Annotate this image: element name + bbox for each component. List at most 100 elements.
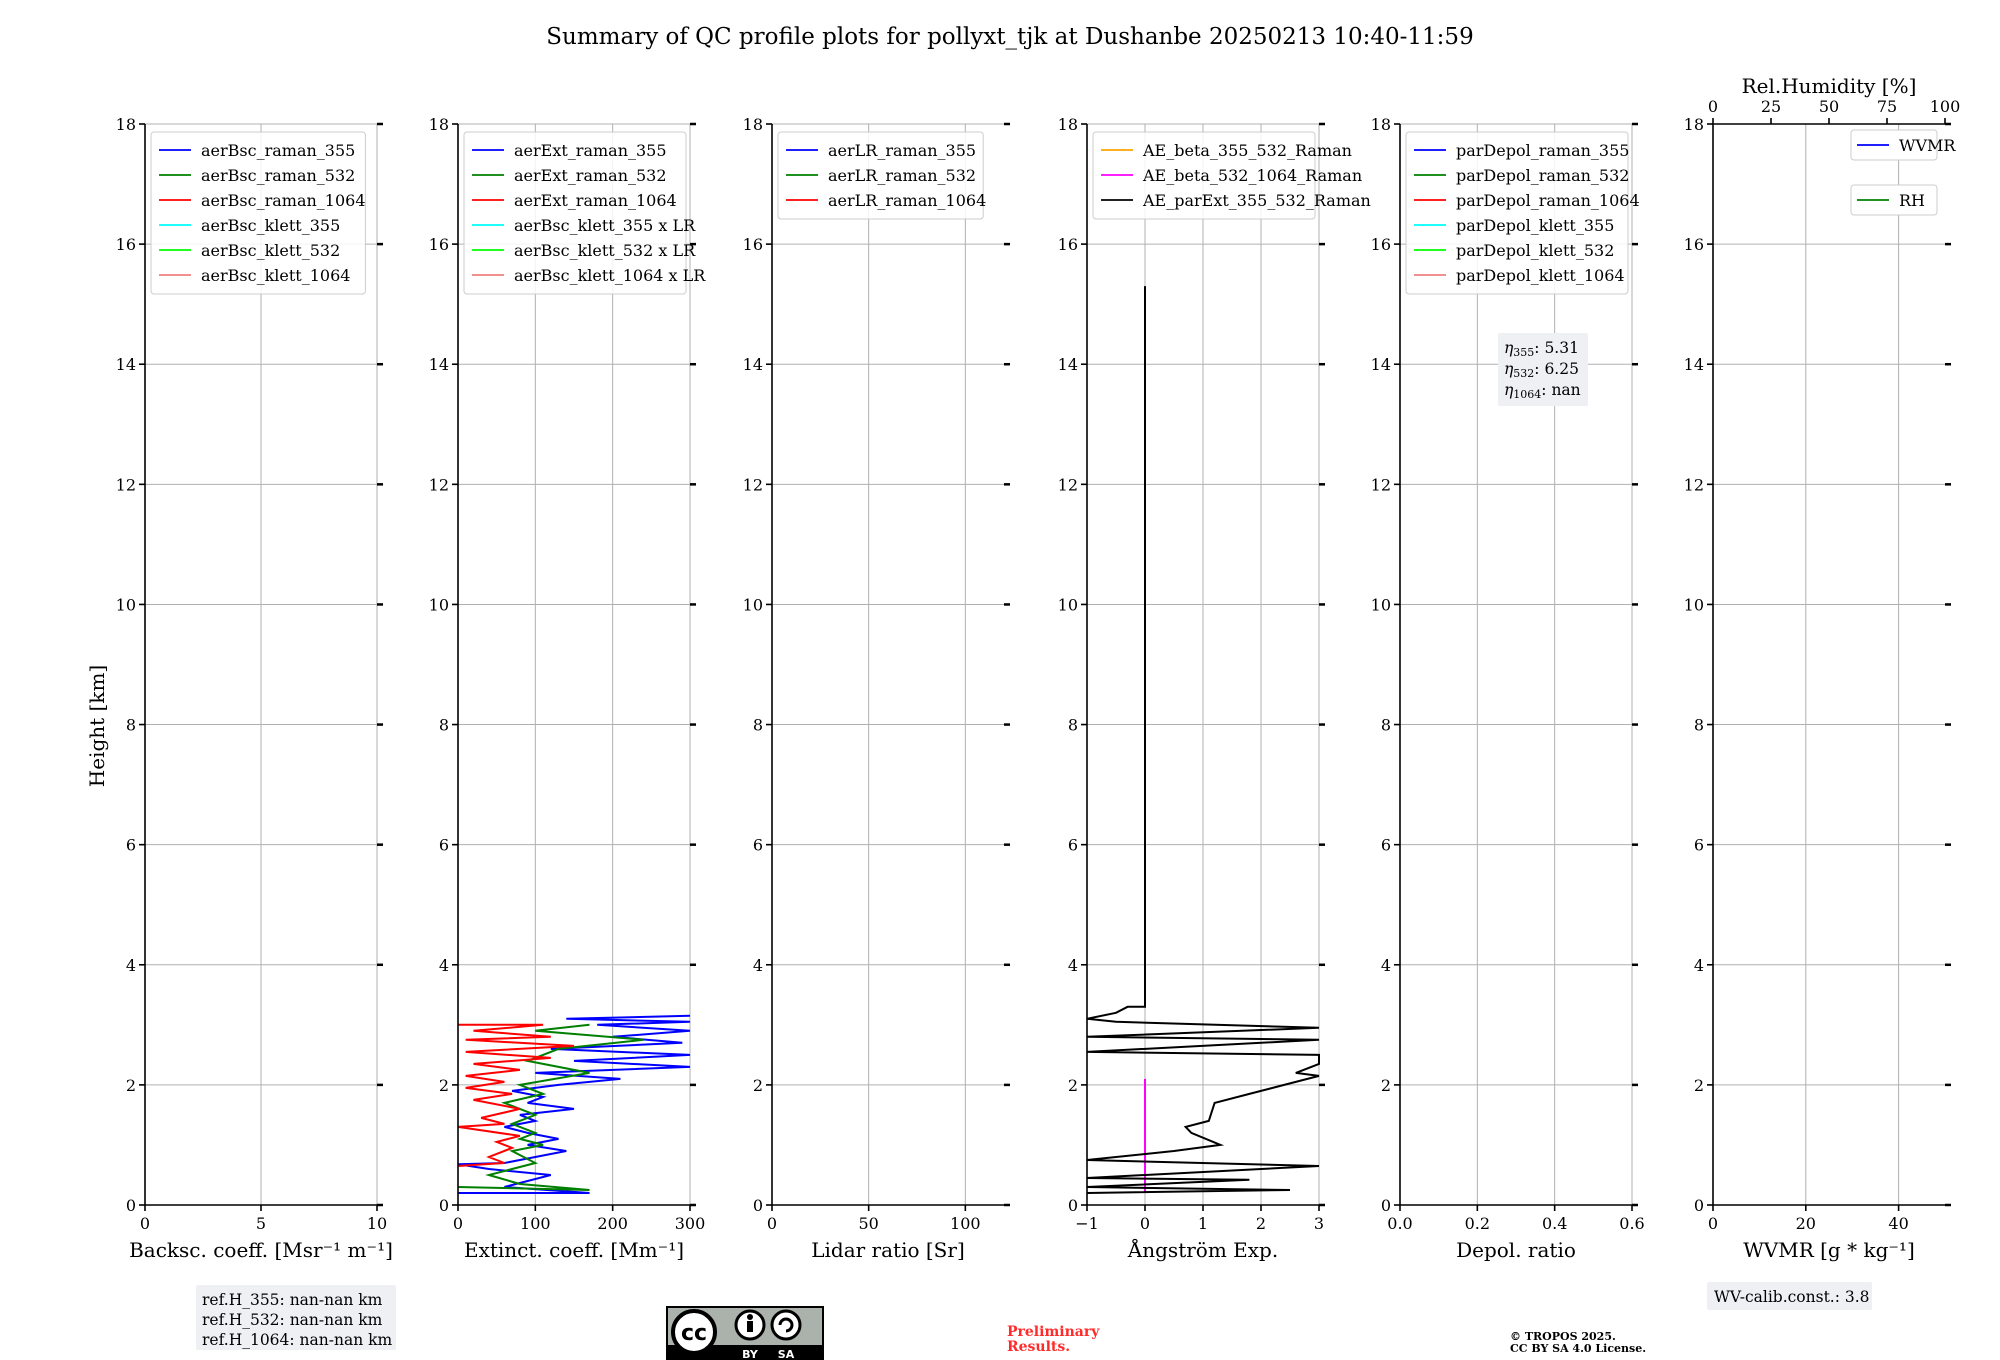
x-tick-label: 2 xyxy=(1256,1214,1266,1233)
x-tick-label: 1 xyxy=(1198,1214,1208,1233)
y-tick-label: 14 xyxy=(1684,355,1704,374)
y-tick-label: 4 xyxy=(1068,956,1078,975)
y-tick-label: 4 xyxy=(439,956,449,975)
y-tick-label: 10 xyxy=(1058,595,1078,614)
copyright-line-1: © TROPOS 2025. xyxy=(1510,1330,1616,1343)
cc-badge-by: BY xyxy=(742,1348,759,1360)
cc-badge-main: cc xyxy=(681,1321,707,1346)
y-tick-label: 8 xyxy=(126,716,136,735)
y-tick-label: 16 xyxy=(116,235,136,254)
x2-tick-label: 25 xyxy=(1761,97,1781,116)
x2-tick-label: 100 xyxy=(1930,97,1961,116)
legend-label: parDepol_klett_1064 xyxy=(1456,266,1625,285)
y-tick-label: 0 xyxy=(1694,1196,1704,1215)
y-tick-label: 18 xyxy=(429,115,449,134)
x-tick-label: 200 xyxy=(597,1214,628,1233)
x-tick-label: 0 xyxy=(1140,1214,1150,1233)
y-tick-label: 12 xyxy=(1371,475,1391,494)
y-tick-label: 8 xyxy=(1381,716,1391,735)
y-tick-label: 2 xyxy=(126,1076,136,1095)
x-tick-label: 300 xyxy=(675,1214,706,1233)
y-tick-label: 2 xyxy=(439,1076,449,1095)
legend-label: aerBsc_klett_355 x LR xyxy=(514,216,696,235)
legend-label: aerExt_raman_355 xyxy=(514,141,667,160)
y-tick-label: 0 xyxy=(1381,1196,1391,1215)
legend: aerBsc_raman_355 aerBsc_raman_532 aerBsc_r… xyxy=(150,131,366,295)
y-tick-label: 0 xyxy=(439,1196,449,1215)
y-tick-label: 14 xyxy=(743,355,763,374)
legend-label: parDepol_raman_532 xyxy=(1456,166,1629,185)
legend-label: AE_beta_532_1064_Raman xyxy=(1142,166,1362,185)
x2-tick-label: 50 xyxy=(1819,97,1839,116)
legend: aerLR_raman_355 aerLR_raman_532 aerLR_rama… xyxy=(777,131,986,220)
y-tick-label: 18 xyxy=(1684,115,1704,134)
legend-label: aerBsc_klett_1064 x LR xyxy=(514,266,706,285)
eta-box-bg xyxy=(1498,333,1588,406)
x-tick-label: 5 xyxy=(256,1214,266,1233)
y-tick-label: 4 xyxy=(1381,956,1391,975)
y-tick-label: 14 xyxy=(1058,355,1078,374)
x-axis-label: Depol. ratio xyxy=(1456,1238,1576,1262)
legend: AE_beta_355_532_Raman AE_beta_532_1064_Ra… xyxy=(1092,131,1371,220)
y-tick-label: 18 xyxy=(1371,115,1391,134)
legend-label: aerBsc_klett_1064 xyxy=(201,266,350,285)
legend-label: parDepol_klett_532 xyxy=(1456,241,1614,260)
series-line-aerext-raman-1064 xyxy=(457,1023,575,1167)
legend-box xyxy=(150,131,366,295)
legend-label: aerBsc_raman_1064 xyxy=(201,191,366,210)
legend-label: aerLR_raman_355 xyxy=(828,141,976,160)
eta-line-355: η355: 5.31 xyxy=(1504,339,1579,359)
x2-tick-label: 75 xyxy=(1877,97,1897,116)
x-tick-label: 3 xyxy=(1314,1214,1324,1233)
y-tick-label: 18 xyxy=(743,115,763,134)
x-tick-label: 0 xyxy=(767,1214,777,1233)
y-tick-label: 16 xyxy=(429,235,449,254)
y-tick-label: 2 xyxy=(1381,1076,1391,1095)
wv-calib-box: WV-calib.const.: 3.8 xyxy=(1707,1282,1872,1310)
y-tick-label: 16 xyxy=(1684,235,1704,254)
x-axis-label: Ångström Exp. xyxy=(1127,1237,1278,1262)
cc-by-sa-icon: cc BY SA xyxy=(666,1306,824,1360)
panel-1: 0 2 4 6 8 10 12 14 16 18 0 5 10 Backsc. coeff. [Msr⁻¹… xyxy=(116,115,393,1262)
legend-label: aerExt_raman_532 xyxy=(514,166,667,185)
y-tick-label: 0 xyxy=(1068,1196,1078,1215)
legend-label: WVMR xyxy=(1899,136,1956,155)
series-line-ae-parext-355-532-raman xyxy=(1086,286,1320,1194)
x-axis-label: Lidar ratio [Sr] xyxy=(811,1238,965,1262)
legend-label: parDepol_raman_1064 xyxy=(1456,191,1640,210)
legend-label: aerBsc_raman_355 xyxy=(201,141,355,160)
y-tick-label: 10 xyxy=(1684,595,1704,614)
cc-badge-sa: SA xyxy=(778,1348,795,1360)
y-tick-label: 10 xyxy=(116,595,136,614)
y-tick-label: 12 xyxy=(1684,475,1704,494)
x2-axis-label: Rel.Humidity [%] xyxy=(1742,74,1917,98)
x-tick-label: 40 xyxy=(1888,1214,1908,1233)
x-tick-label: 20 xyxy=(1796,1214,1816,1233)
legend-label: parDepol_klett_355 xyxy=(1456,216,1614,235)
x-tick-label: −1 xyxy=(1075,1214,1099,1233)
legend-label: aerLR_raman_1064 xyxy=(828,191,986,210)
y-tick-label: 4 xyxy=(753,956,763,975)
legend-label: RH xyxy=(1899,191,1925,210)
legend: parDepol_raman_355 parDepol_raman_532 parD… xyxy=(1405,131,1640,295)
y-tick-label: 14 xyxy=(429,355,449,374)
y-tick-label: 4 xyxy=(1694,956,1704,975)
legend: aerExt_raman_355 aerExt_raman_532 aerExt_r… xyxy=(463,131,706,295)
ref-height-1064: ref.H_1064: nan-nan km xyxy=(202,1331,393,1349)
legend-box xyxy=(1405,131,1629,295)
y-tick-label: 16 xyxy=(1371,235,1391,254)
panel-5: 0 2 4 6 8 10 12 14 16 18 0.0 0.2 0.4 0.6 Depol. ratio p… xyxy=(1371,115,1645,1262)
legend-box xyxy=(1850,129,1938,161)
ref-height-532: ref.H_532: nan-nan km xyxy=(202,1311,383,1329)
x2-tick-label: 0 xyxy=(1708,97,1718,116)
y-tick-label: 4 xyxy=(126,956,136,975)
y-tick-label: 14 xyxy=(116,355,136,374)
y-tick-label: 12 xyxy=(429,475,449,494)
x-tick-label: 100 xyxy=(520,1214,551,1233)
legend-label: parDepol_raman_355 xyxy=(1456,141,1629,160)
legend-label: AE_beta_355_532_Raman xyxy=(1142,141,1352,160)
y-tick-label: 12 xyxy=(743,475,763,494)
y-tick-label: 10 xyxy=(743,595,763,614)
